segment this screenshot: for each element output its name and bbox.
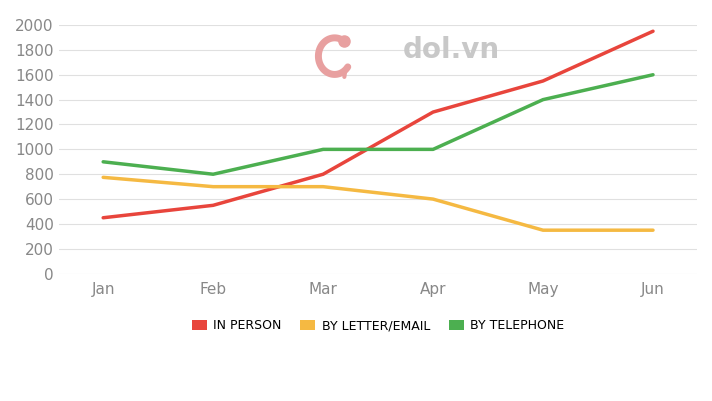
Legend: IN PERSON, BY LETTER/EMAIL, BY TELEPHONE: IN PERSON, BY LETTER/EMAIL, BY TELEPHONE	[187, 314, 569, 337]
Text: dol.vn: dol.vn	[402, 36, 499, 64]
